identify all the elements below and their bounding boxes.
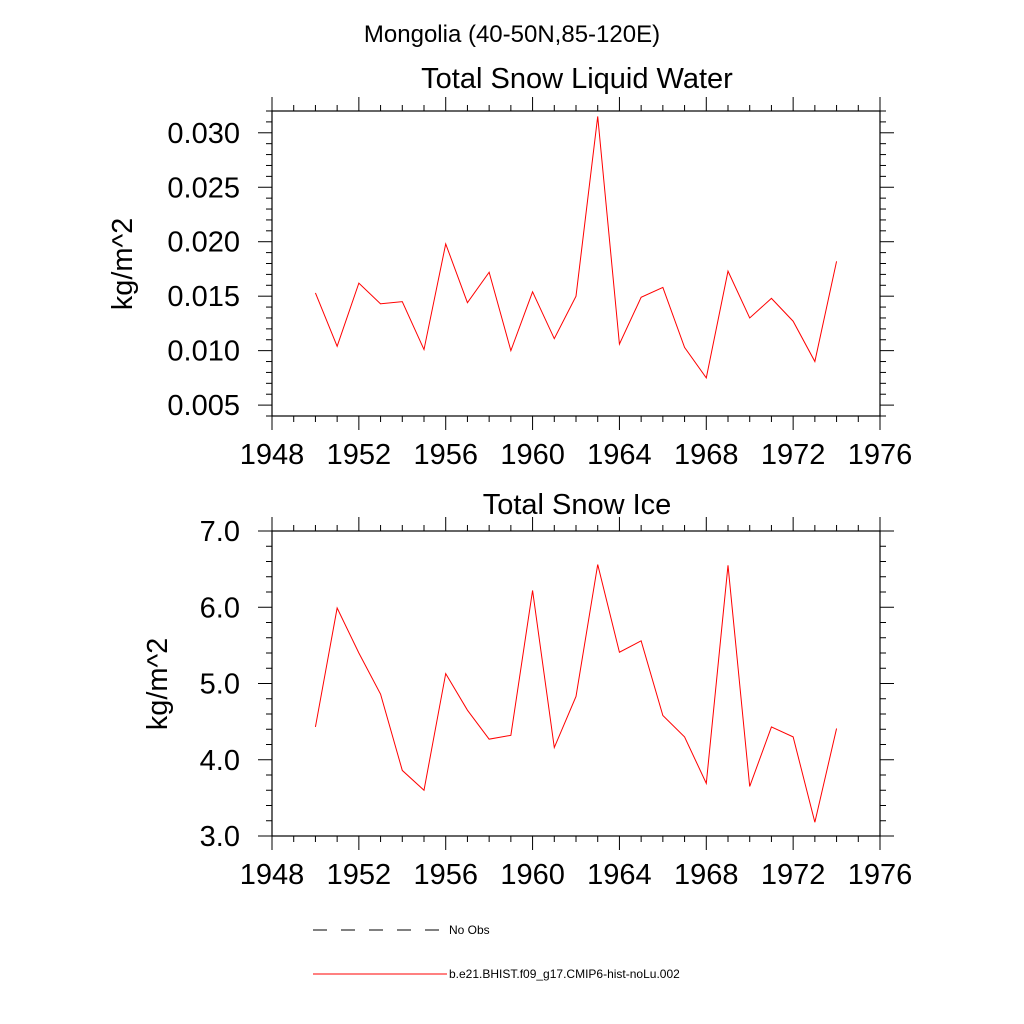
panel-1-ylabel: kg/m^2 [107, 218, 139, 311]
panel-snow-ice: Total Snow Ice kg/m^2 1948 1952 1956 1960 19… [142, 489, 912, 891]
panel-1-ticks [258, 97, 894, 430]
figure-suptitle: Mongolia (40-50N,85-120E) [364, 21, 660, 48]
x-tick-label: 1956 [413, 859, 478, 891]
x-tick-label: 1976 [848, 439, 913, 471]
y-tick-label: 4.0 [200, 745, 240, 777]
panel-1-tick-labels: 1948 1952 1956 1960 1964 1968 1972 1976 0.005 0.0… [167, 118, 912, 471]
x-tick-label: 1968 [674, 859, 739, 891]
panel-1-series [314, 116, 838, 380]
panel-2-title: Total Snow Ice [483, 489, 672, 521]
panel-2-ticks [258, 517, 894, 850]
y-tick-label: 7.0 [200, 516, 240, 548]
x-tick-label: 1972 [761, 859, 826, 891]
x-tick-label: 1948 [240, 439, 305, 471]
x-tick-label: 1976 [848, 859, 913, 891]
panel-2-ylabel: kg/m^2 [142, 638, 174, 731]
panel-1-title: Total Snow Liquid Water [421, 63, 733, 95]
y-tick-label: 0.020 [167, 227, 240, 259]
x-tick-label: 1948 [240, 859, 305, 891]
panel-2-frame [271, 530, 881, 837]
legend-label-no-obs: No Obs [449, 923, 490, 937]
y-tick-label: 0.015 [167, 281, 240, 313]
y-tick-label: 0.030 [167, 118, 240, 150]
legend-label-model: b.e21.BHIST.f09_g17.CMIP6-hist-noLu.002 [449, 967, 680, 981]
panel-2-series [314, 564, 838, 823]
x-tick-label: 1972 [761, 439, 826, 471]
legend: No Obs b.e21.BHIST.f09_g17.CMIP6-hist-no… [313, 923, 680, 981]
x-tick-label: 1964 [587, 859, 652, 891]
panel-1-frame [271, 110, 881, 417]
x-tick-label: 1952 [327, 439, 392, 471]
x-tick-label: 1960 [500, 439, 565, 471]
x-tick-label: 1964 [587, 439, 652, 471]
x-tick-label: 1956 [413, 439, 478, 471]
y-tick-label: 0.010 [167, 336, 240, 368]
panel-2-tick-labels: 1948 1952 1956 1960 1964 1968 1972 1976 3.0 4.0 5.… [200, 516, 913, 891]
series-line [314, 564, 838, 823]
y-tick-label: 5.0 [200, 669, 240, 701]
x-tick-label: 1960 [500, 859, 565, 891]
y-tick-label: 0.025 [167, 172, 240, 204]
y-tick-label: 3.0 [200, 821, 240, 853]
x-tick-label: 1968 [674, 439, 739, 471]
x-tick-label: 1952 [327, 859, 392, 891]
y-tick-label: 0.005 [167, 390, 240, 422]
y-tick-label: 6.0 [200, 592, 240, 624]
series-line [314, 116, 838, 380]
panel-snow-liquid-water: Total Snow Liquid Water kg/m^2 1948 1952 1… [107, 63, 912, 471]
